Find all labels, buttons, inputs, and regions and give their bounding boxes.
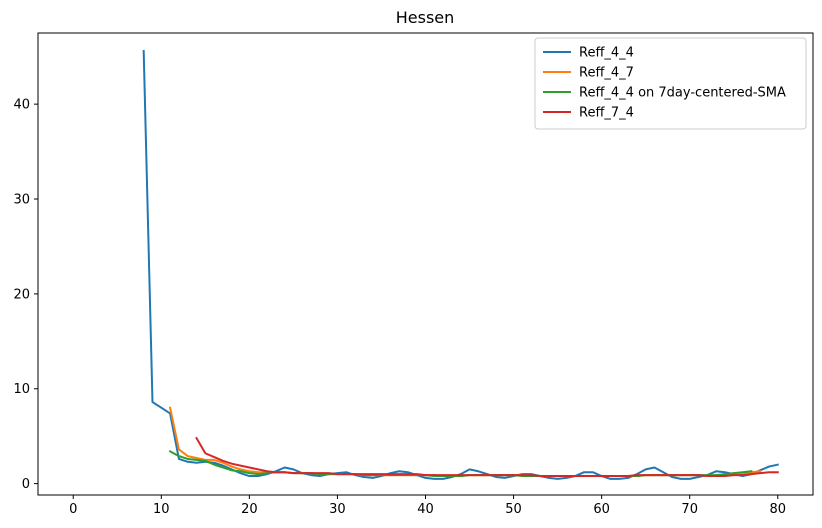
x-tick-label: 30 xyxy=(329,502,346,517)
x-tick-label: 70 xyxy=(681,502,698,517)
legend-label-1: Reff_4_7 xyxy=(579,66,634,81)
legend-items: Reff_4_4 Reff_4_7 Reff_4_4 on 7day-centere… xyxy=(543,46,786,121)
x-tick-label: 10 xyxy=(153,502,170,517)
y-tick-label: 20 xyxy=(13,287,30,302)
y-tick-label: 40 xyxy=(13,98,30,113)
y-tick-label: 30 xyxy=(13,193,30,208)
chart-title: Hessen xyxy=(396,8,455,27)
series-layer xyxy=(142,49,779,480)
x-tick-label: 50 xyxy=(505,502,522,517)
x-tick-label: 60 xyxy=(593,502,610,517)
legend-box xyxy=(534,37,807,130)
series-line-3 xyxy=(195,436,779,478)
y-tick-label: 10 xyxy=(13,382,30,397)
legend-label-3: Reff_7_4 xyxy=(579,106,634,121)
legend-label-0: Reff_4_4 xyxy=(579,46,634,61)
y-axis-ticks: 0 10 20 30 40 xyxy=(13,98,38,492)
x-tick-label: 80 xyxy=(769,502,786,517)
y-tick-label: 0 xyxy=(22,477,30,492)
legend-label-2: Reff_4_4 on 7day-centered-SMA xyxy=(579,86,786,101)
x-tick-label: 40 xyxy=(417,502,434,517)
x-axis-ticks: 0 10 20 30 40 50 60 70 80 xyxy=(69,495,786,517)
legend: Reff_4_4 Reff_4_7 Reff_4_4 on 7day-centere… xyxy=(534,37,807,130)
x-tick-label: 20 xyxy=(241,502,258,517)
x-tick-label: 0 xyxy=(69,502,77,517)
